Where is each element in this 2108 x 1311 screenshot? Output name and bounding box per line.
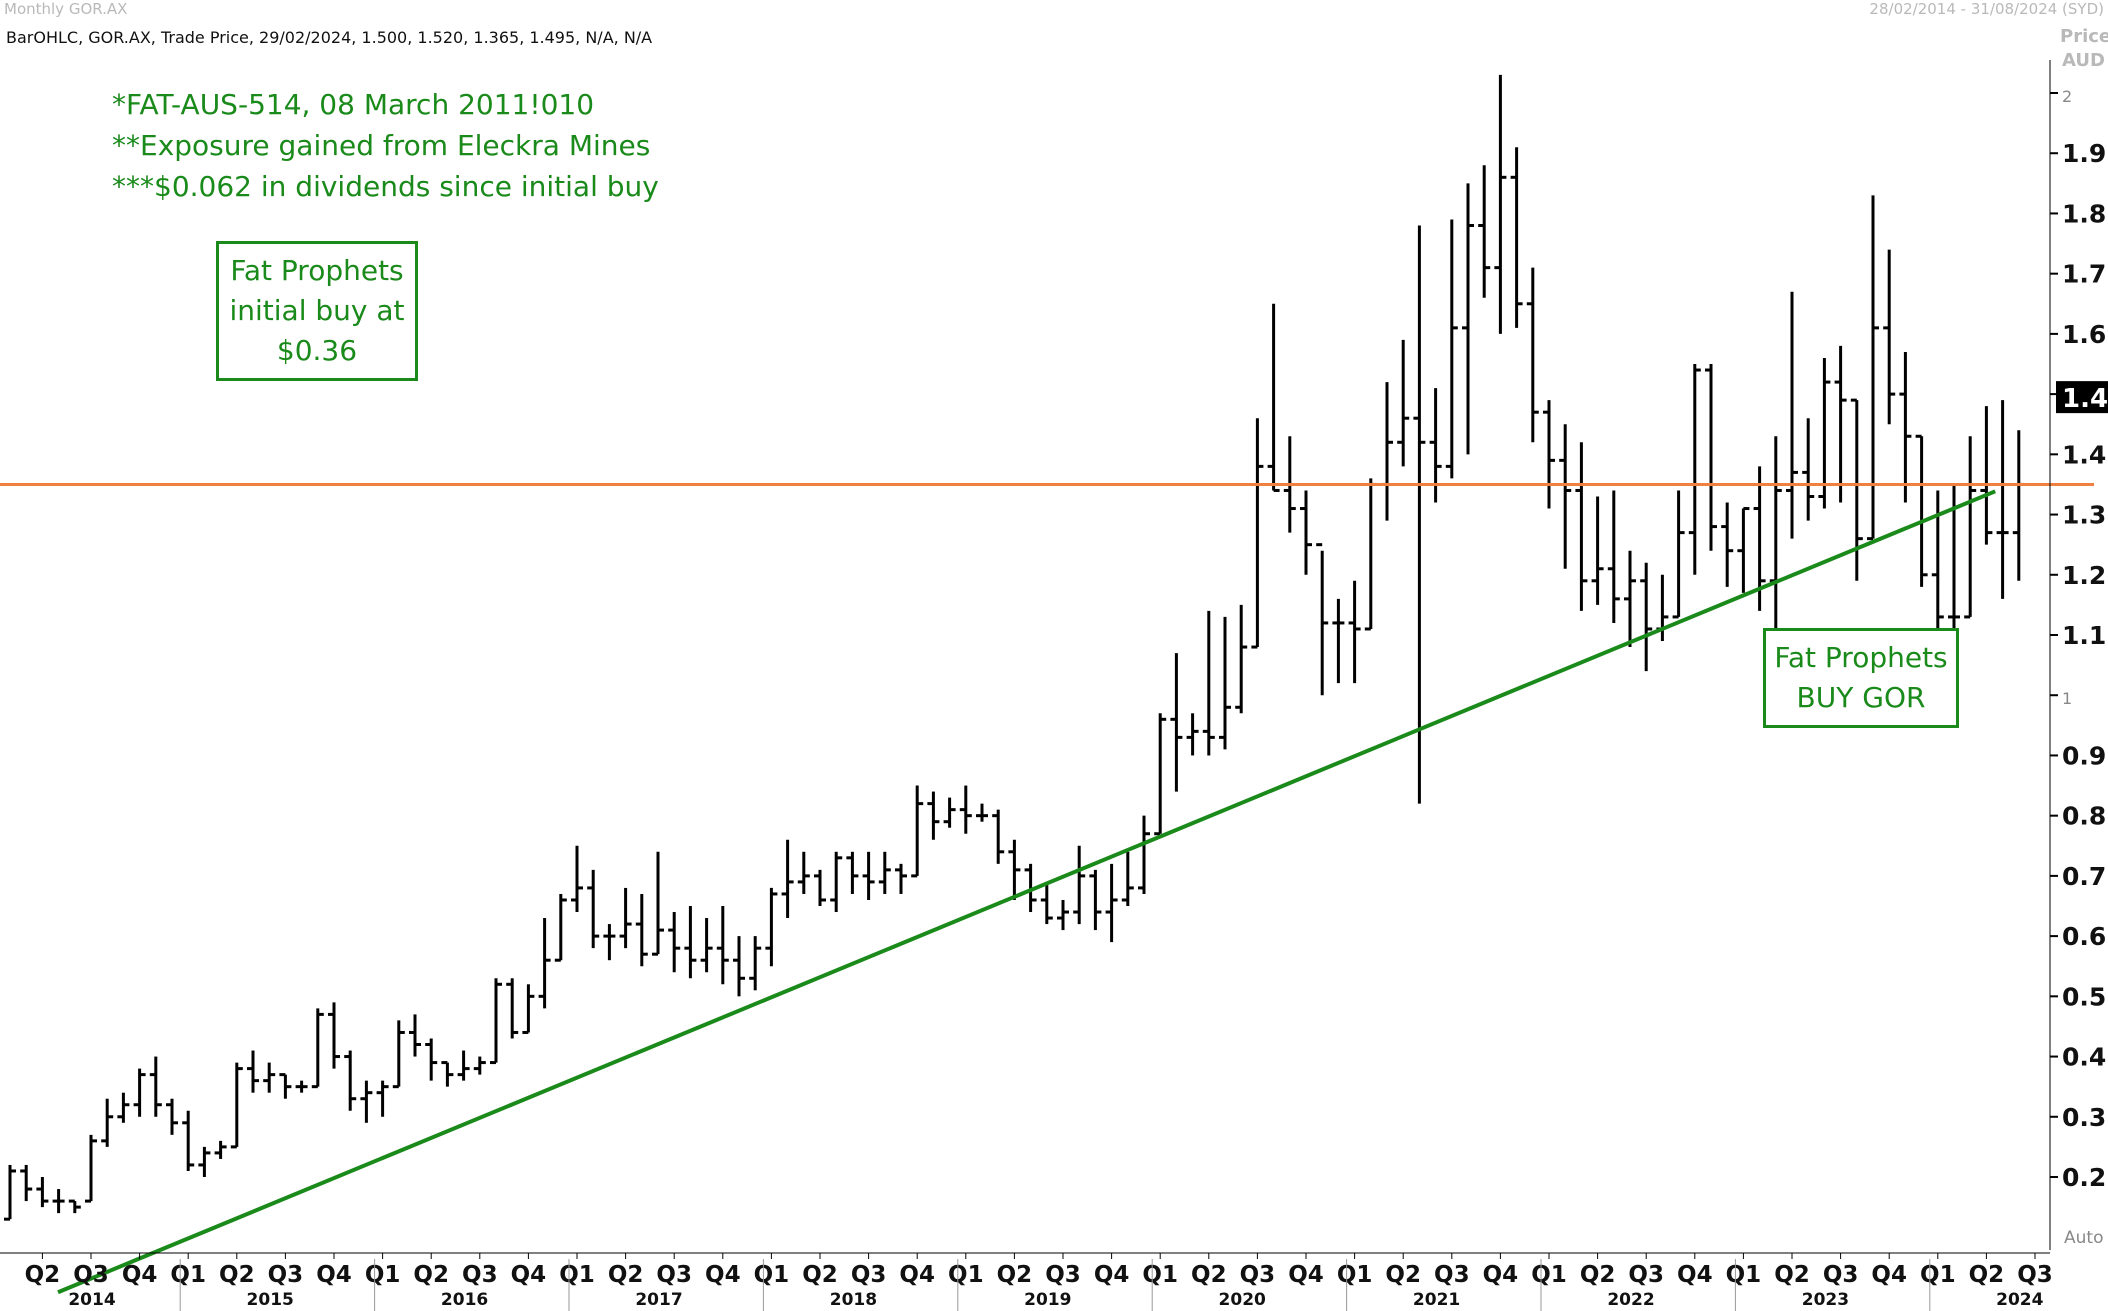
quarter-label: Q1 bbox=[754, 1262, 790, 1288]
quarter-label: Q4 bbox=[316, 1262, 352, 1288]
quarter-label: Q2 bbox=[219, 1262, 255, 1288]
price-axis-title: Price bbox=[2060, 26, 2108, 47]
notes-block: *FAT-AUS-514, 08 March 2011!010 **Exposu… bbox=[112, 84, 659, 207]
quarter-label: Q4 bbox=[511, 1262, 547, 1288]
quarter-label: Q2 bbox=[25, 1262, 61, 1288]
price-tick-label: 1.2 bbox=[2062, 561, 2106, 590]
quarter-label: Q4 bbox=[1094, 1262, 1130, 1288]
trend-line bbox=[57, 489, 1996, 1295]
price-tick-label: 0.2 bbox=[2062, 1163, 2106, 1192]
year-label: 2016 bbox=[441, 1290, 488, 1310]
initial-buy-line-1: Fat Prophets bbox=[230, 254, 404, 287]
quarter-label: Q4 bbox=[899, 1262, 935, 1288]
quarter-label: Q2 bbox=[1969, 1262, 2005, 1288]
quarter-label: Q1 bbox=[1920, 1262, 1956, 1288]
quarter-label: Q4 bbox=[1288, 1262, 1324, 1288]
quarter-label: Q1 bbox=[559, 1262, 595, 1288]
quarter-label: Q3 bbox=[1628, 1262, 1664, 1288]
quarter-label: Q2 bbox=[997, 1262, 1033, 1288]
price-tick-label: 0.9 bbox=[2062, 741, 2106, 770]
quarter-label: Q4 bbox=[1677, 1262, 1713, 1288]
quarter-label: Q3 bbox=[462, 1262, 498, 1288]
price-tick-label: 0.4 bbox=[2062, 1043, 2106, 1072]
quarter-label: Q1 bbox=[365, 1262, 401, 1288]
year-label: 2021 bbox=[1413, 1290, 1460, 1310]
quarter-label: Q1 bbox=[1531, 1262, 1567, 1288]
note-line-2: **Exposure gained from Eleckra Mines bbox=[112, 129, 651, 162]
initial-buy-line-2: initial buy at bbox=[229, 294, 405, 327]
quarter-label: Q3 bbox=[2017, 1262, 2053, 1288]
quarter-label: Q4 bbox=[1871, 1262, 1907, 1288]
year-label: 2017 bbox=[635, 1290, 682, 1310]
price-tick-label: 1.8 bbox=[2062, 199, 2106, 228]
note-line-3: ***$0.062 in dividends since initial buy bbox=[112, 170, 659, 203]
price-tick-label: 1.9 bbox=[2062, 139, 2106, 168]
quarter-label: Q2 bbox=[413, 1262, 449, 1288]
quarter-label: Q2 bbox=[1580, 1262, 1616, 1288]
quarter-label: Q3 bbox=[73, 1262, 109, 1288]
price-tick-label: 2 bbox=[2062, 87, 2072, 106]
quarter-label: Q1 bbox=[1726, 1262, 1762, 1288]
quarter-label: Q3 bbox=[1823, 1262, 1859, 1288]
quarter-label: Q4 bbox=[122, 1262, 158, 1288]
buy-gor-line-2: BUY GOR bbox=[1796, 681, 1926, 714]
quarter-label: Q2 bbox=[1191, 1262, 1227, 1288]
quarter-label: Q3 bbox=[268, 1262, 304, 1288]
price-tick-label: 1.3 bbox=[2062, 501, 2106, 530]
year-label: 2019 bbox=[1024, 1290, 1071, 1310]
last-price-marker bbox=[2056, 381, 2108, 414]
price-tick-label: 1 bbox=[2062, 689, 2072, 708]
price-tick-label: 1.1 bbox=[2062, 621, 2106, 650]
quarter-label: Q3 bbox=[1045, 1262, 1081, 1288]
quarter-label: Q3 bbox=[1434, 1262, 1470, 1288]
quarter-label: Q3 bbox=[1240, 1262, 1276, 1288]
price-tick-label: 0.7 bbox=[2062, 862, 2106, 891]
quarter-label: Q2 bbox=[1385, 1262, 1421, 1288]
initial-buy-line-3: $0.36 bbox=[276, 334, 358, 367]
price-tick-label: 0.8 bbox=[2062, 802, 2106, 831]
price-tick-label: 0.3 bbox=[2062, 1103, 2106, 1132]
bar-info-line: BarOHLC, GOR.AX, Trade Price, 29/02/2024… bbox=[6, 28, 653, 47]
quarter-label: Q2 bbox=[802, 1262, 838, 1288]
quarter-label: Q2 bbox=[1774, 1262, 1810, 1288]
date-range: 28/02/2014 - 31/08/2024 (SYD) bbox=[1869, 0, 2104, 18]
quarter-label: Q1 bbox=[948, 1262, 984, 1288]
price-axis-unit: AUD bbox=[2062, 50, 2105, 71]
price-tick-label: 0.5 bbox=[2062, 982, 2106, 1011]
quarter-label: Q3 bbox=[656, 1262, 692, 1288]
price-tick-label: 1.7 bbox=[2062, 260, 2106, 289]
quarter-label: Q1 bbox=[1337, 1262, 1373, 1288]
last-price-label: 1.49 bbox=[2062, 384, 2108, 414]
auto-scale-label: Auto bbox=[2064, 1228, 2103, 1248]
price-tick-label: 1.6 bbox=[2062, 320, 2106, 349]
year-label: 2018 bbox=[830, 1290, 877, 1310]
quarter-label: Q1 bbox=[170, 1262, 206, 1288]
price-tick-label: 1.4 bbox=[2062, 440, 2106, 469]
note-line-1: *FAT-AUS-514, 08 March 2011!010 bbox=[112, 88, 595, 121]
quarter-label: Q4 bbox=[705, 1262, 741, 1288]
year-label: 2015 bbox=[247, 1290, 294, 1310]
year-label: 2022 bbox=[1607, 1290, 1654, 1310]
year-label: 2014 bbox=[68, 1290, 115, 1310]
quarter-label: Q2 bbox=[608, 1262, 644, 1288]
buy-gor-annotation: Fat Prophets BUY GOR bbox=[1763, 628, 1959, 728]
year-label: 2023 bbox=[1802, 1290, 1849, 1310]
initial-buy-annotation: Fat Prophets initial buy at $0.36 bbox=[216, 241, 418, 381]
chart-title: Monthly GOR.AX bbox=[4, 0, 128, 18]
quarter-label: Q3 bbox=[851, 1262, 887, 1288]
year-label: 2020 bbox=[1219, 1290, 1266, 1310]
buy-gor-line-1: Fat Prophets bbox=[1774, 641, 1948, 674]
quarter-label: Q4 bbox=[1483, 1262, 1519, 1288]
price-tick-label: 0.6 bbox=[2062, 922, 2106, 951]
year-label: 2024 bbox=[1996, 1290, 2043, 1310]
quarter-label: Q1 bbox=[1142, 1262, 1178, 1288]
